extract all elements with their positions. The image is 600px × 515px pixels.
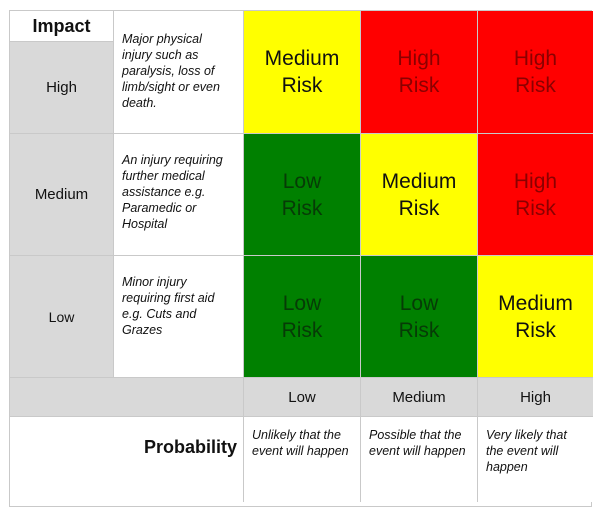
probability-description-high: Very likely that the event will happen [478, 417, 593, 502]
impact-level-medium: Medium [10, 134, 114, 256]
impact-header: Impact [10, 11, 114, 42]
risk-label: Low [399, 291, 439, 315]
probability-description-medium: Possible that the event will happen [361, 417, 478, 502]
impact-description-high: Major physical injury such as paralysis,… [122, 32, 220, 110]
risk-cell-low-low: Low Risk [244, 256, 361, 378]
impact-description-low: Minor injury requiring first aid e.g. Cu… [114, 256, 244, 378]
risk-cell-low-medium: Low Risk [361, 256, 478, 378]
risk-label: Risk [515, 196, 556, 220]
risk-cell-high-medium: High Risk [361, 11, 478, 134]
probability-header: Probability [10, 417, 244, 502]
risk-label: Medium [264, 47, 340, 70]
risk-label: Risk [398, 318, 440, 342]
risk-label: Risk [398, 196, 440, 220]
risk-label: Risk [515, 318, 556, 342]
risk-label: Risk [281, 318, 323, 342]
risk-label: High [513, 169, 558, 193]
risk-cell-high-low: Medium Risk [244, 11, 361, 134]
risk-cell-medium-high: High Risk [478, 134, 593, 256]
risk-label: Low [282, 291, 322, 315]
risk-label: High [397, 47, 441, 70]
risk-label: Risk [398, 74, 440, 97]
impact-level-low: Low [10, 256, 114, 378]
risk-label: Low [282, 169, 322, 193]
risk-label: Medium [381, 169, 457, 193]
risk-cell-high-high: High Risk [478, 11, 593, 134]
risk-label: Medium [498, 291, 573, 315]
probability-spacer [10, 378, 244, 417]
risk-label: Risk [515, 74, 556, 97]
probability-level-high: High [478, 378, 593, 417]
probability-description-low: Unlikely that the event will happen [244, 417, 361, 502]
impact-description-cell: Major physical injury such as paralysis,… [114, 11, 244, 134]
risk-matrix: Impact Major physical injury such as par… [9, 10, 593, 507]
risk-label: High [513, 47, 558, 70]
risk-label: Risk [281, 196, 323, 220]
risk-cell-medium-low: Low Risk [244, 134, 361, 256]
risk-cell-low-high: Medium Risk [478, 256, 593, 378]
impact-description-medium: An injury requiring further medical assi… [114, 134, 244, 256]
risk-label: Risk [281, 74, 323, 97]
impact-level-high: High [10, 42, 114, 134]
probability-level-medium: Medium [361, 378, 478, 417]
risk-cell-medium-medium: Medium Risk [361, 134, 478, 256]
probability-level-low: Low [244, 378, 361, 417]
